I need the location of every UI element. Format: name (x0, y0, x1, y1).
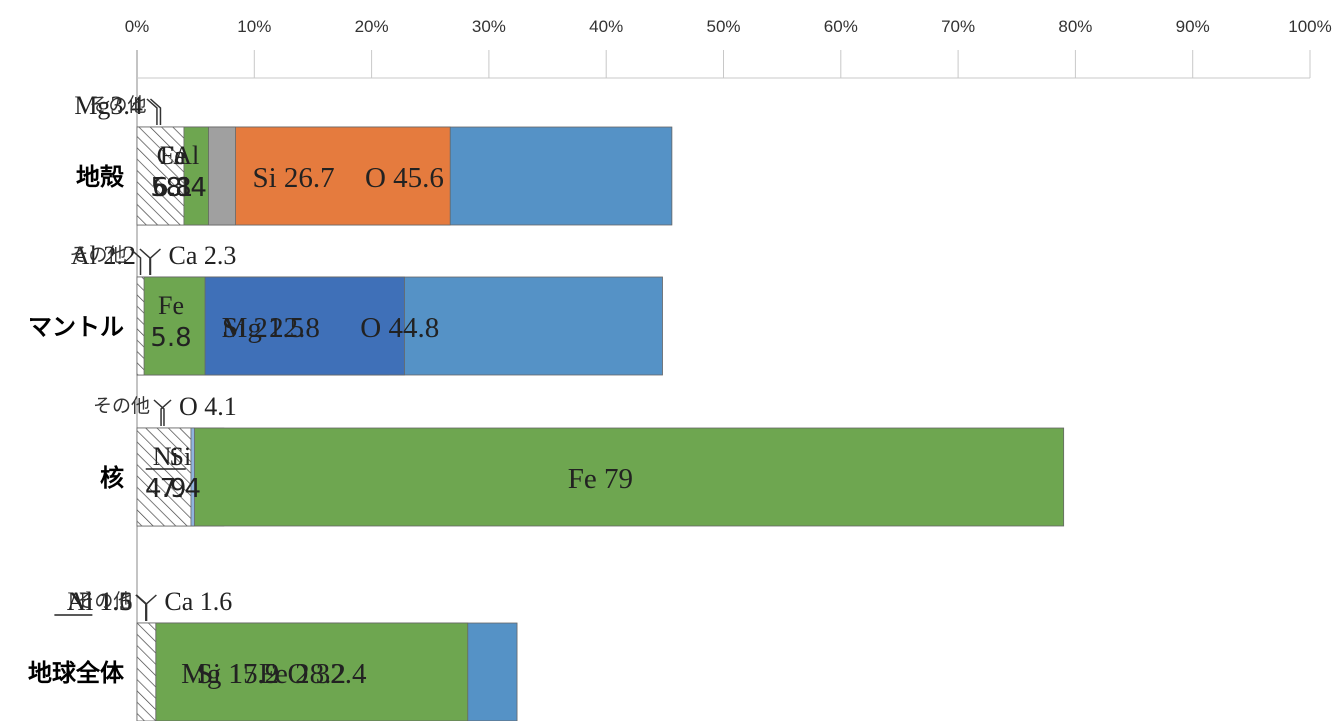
leader-line (130, 248, 142, 275)
callout-mantle-ca: Ca 2.3 (168, 241, 236, 270)
segment-core-fe (136, 427, 1065, 527)
segment-mantle-other (136, 276, 145, 376)
segment-label-mantle: 5.8 (150, 323, 191, 353)
segment-label-core: Ni (153, 442, 179, 471)
segment-label-crust: Fe (160, 141, 186, 170)
callout-core-other: その他 (93, 395, 150, 417)
segment-label-core: 7.4 (160, 474, 201, 504)
segment-label-whole-earth: Fe 28.2 (259, 658, 346, 690)
segment-label-crust: 6.1 (152, 173, 193, 203)
x-tick-label: 70% (941, 17, 975, 36)
segment-label-mantle: O 44.8 (360, 312, 439, 344)
segment-label-whole-earth: Si 17.2 (197, 658, 279, 690)
segment-label-crust: Al (173, 141, 199, 170)
callout-whole-earth-other: その他 (75, 590, 132, 612)
x-tick-label: 50% (706, 17, 740, 36)
x-tick-label: 100% (1288, 17, 1331, 36)
segment-label-core: Si (170, 442, 192, 471)
x-tick-label: 0% (125, 17, 150, 36)
callout-whole-earth-ni: Ni 1.6 (67, 587, 132, 616)
segment-label-mantle: Mg 22.8 (222, 312, 320, 344)
segment-crust-other (136, 126, 185, 226)
callout-mantle-al: Al 2.2 (71, 241, 136, 270)
segment-label-whole-earth: Mg 15.9 (181, 658, 279, 690)
segment-label-crust: Ca (157, 141, 186, 170)
x-tick-label: 60% (824, 17, 858, 36)
segment-label-mantle: Fe (158, 291, 184, 320)
x-tick-label: 20% (355, 17, 389, 36)
leader-line (145, 594, 157, 621)
leader-line (149, 98, 162, 125)
segment-label-mantle: Si 21.5 (222, 312, 304, 344)
segment-label-core: Fe 79 (568, 463, 633, 495)
leader-line (149, 248, 161, 275)
segment-label-crust: 5.8 (150, 173, 191, 203)
category-label-crust: 地殻 (76, 163, 125, 191)
x-tick-label: 80% (1058, 17, 1092, 36)
segment-whole-earth-fe (136, 622, 469, 721)
leader-line (153, 399, 165, 426)
callout-whole-earth-ca: Ca 1.6 (164, 587, 232, 616)
segment-core-other (136, 427, 192, 527)
segment-label-whole-earth: O 32.4 (288, 658, 367, 690)
segment-label-crust: 8.4 (166, 173, 207, 203)
callout-core-o: O 4.1 (179, 392, 237, 421)
segment-label-core: 4.9 (145, 474, 186, 504)
leader-line (135, 594, 148, 621)
category-label-core: 核 (100, 464, 124, 492)
callout-mantle-other: その他 (70, 244, 127, 266)
category-label-mantle: マントル (28, 313, 124, 341)
leader-line (146, 98, 158, 125)
callout-crust-mg: Mg3.4 (74, 91, 143, 120)
segment-label-crust: Si 26.7 (253, 162, 335, 194)
x-tick-label: 10% (237, 17, 271, 36)
x-tick-label: 30% (472, 17, 506, 36)
callout-crust-other: その他 (89, 94, 146, 116)
leader-line (160, 399, 172, 426)
segment-whole-earth-other (136, 622, 157, 721)
segment-label-crust: O 45.6 (365, 162, 444, 194)
category-label-whole-earth: 地球全体 (28, 659, 125, 687)
x-tick-label: 40% (589, 17, 623, 36)
leader-line (139, 248, 151, 275)
x-tick-label: 90% (1176, 17, 1210, 36)
callout-whole-earth-al: Al 1.5 (67, 587, 132, 616)
